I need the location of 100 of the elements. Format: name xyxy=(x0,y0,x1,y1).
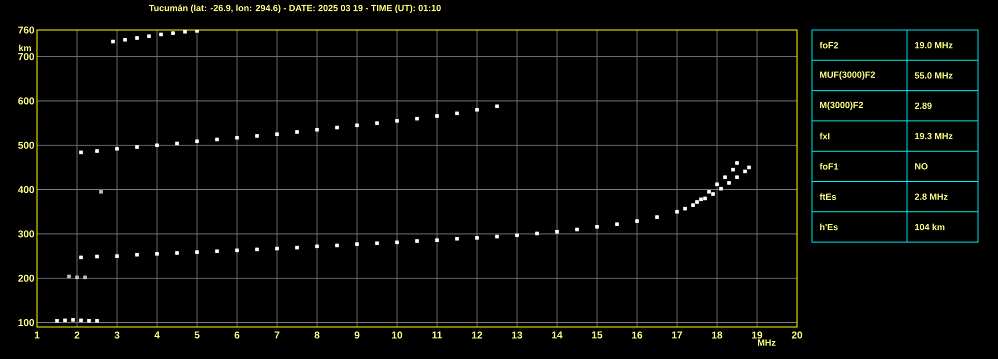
y-tick-label: 600 xyxy=(18,97,34,104)
y-tick-label: 200 xyxy=(18,274,34,282)
point xyxy=(375,121,379,125)
point xyxy=(691,203,695,207)
text: 104 km xyxy=(915,224,944,230)
point xyxy=(195,250,199,254)
y-tick-label: 700 xyxy=(18,53,34,60)
x-tick-label: 13 xyxy=(512,332,522,339)
x-tick-label: 20 xyxy=(792,332,802,339)
point xyxy=(79,150,83,154)
point xyxy=(183,30,187,34)
point xyxy=(235,248,239,252)
point xyxy=(87,318,91,323)
x-tick-label: 12 xyxy=(472,332,482,338)
x-tick-label: 17 xyxy=(672,332,682,338)
point xyxy=(195,139,199,144)
point xyxy=(63,318,67,322)
point xyxy=(135,36,139,40)
point xyxy=(455,236,459,241)
point xyxy=(255,134,259,138)
point xyxy=(99,190,103,194)
x-tick-label: 3 xyxy=(114,332,120,339)
x-axis-title: MHz xyxy=(758,340,776,346)
point xyxy=(535,232,539,236)
point xyxy=(495,104,499,108)
x-tick-label: 9 xyxy=(354,332,360,339)
text: h'Es xyxy=(820,224,838,230)
x-tick-label: 18 xyxy=(712,332,722,339)
point xyxy=(455,112,459,116)
point xyxy=(235,136,239,140)
point xyxy=(79,318,83,322)
text: ftEs xyxy=(820,193,836,200)
point xyxy=(711,192,715,196)
point xyxy=(735,175,739,179)
y-tick-label: 760 xyxy=(18,26,34,34)
point xyxy=(195,30,199,33)
text: 19.0 MHz xyxy=(915,42,953,48)
point xyxy=(595,225,599,229)
point xyxy=(115,147,119,151)
text: foF2 xyxy=(820,42,838,48)
point xyxy=(655,215,659,219)
point xyxy=(707,190,711,194)
chart-title: Tucumán (lat: -26.9, lon: 294.6) - DATE: 2025 03 19 - TIME (UT): 01:10 xyxy=(148,4,441,13)
point xyxy=(715,182,719,186)
point xyxy=(175,251,179,255)
point xyxy=(123,38,127,42)
text: 19.3 MHz xyxy=(915,132,953,140)
point xyxy=(615,222,619,226)
text: foF1 xyxy=(820,163,838,170)
text: 55.0 MHz xyxy=(914,72,953,79)
point xyxy=(375,241,379,246)
y-axis-title: km xyxy=(19,44,31,52)
point xyxy=(723,175,727,179)
point xyxy=(295,246,299,250)
x-tick-label: 14 xyxy=(552,332,562,338)
point xyxy=(395,119,399,123)
x-tick-label: 2 xyxy=(74,332,80,338)
y-tick-label: 500 xyxy=(18,142,34,149)
point xyxy=(575,228,579,232)
point xyxy=(747,166,751,170)
point xyxy=(743,170,747,174)
point xyxy=(155,252,159,256)
x-tick-label: 6 xyxy=(234,332,240,339)
point xyxy=(735,161,739,165)
point xyxy=(719,186,723,190)
point xyxy=(335,126,339,130)
x-tick-label: 16 xyxy=(632,332,642,339)
point xyxy=(275,132,279,136)
x-tick-label: 8 xyxy=(314,332,320,339)
point xyxy=(159,32,163,36)
point xyxy=(95,318,99,323)
point xyxy=(415,116,419,120)
point xyxy=(275,246,279,250)
point xyxy=(475,108,479,112)
point xyxy=(355,242,359,246)
point xyxy=(695,200,699,204)
point xyxy=(255,248,259,252)
y-tick-label: 100 xyxy=(18,319,34,326)
point xyxy=(95,254,99,258)
point xyxy=(55,318,59,323)
point xyxy=(415,239,419,243)
text: 2.8 MHz xyxy=(914,193,948,200)
point xyxy=(71,318,75,322)
point xyxy=(95,149,99,153)
x-tick-label: 5 xyxy=(194,332,200,338)
point xyxy=(731,168,735,172)
point xyxy=(727,181,731,185)
point xyxy=(155,143,159,148)
point xyxy=(495,234,499,238)
point xyxy=(315,244,319,248)
point xyxy=(75,276,79,280)
point xyxy=(475,236,479,240)
x-tick-label: 4 xyxy=(154,332,160,338)
text: M(3000)F2 xyxy=(820,102,864,110)
point xyxy=(315,128,319,132)
point xyxy=(111,40,115,44)
x-tick-label: 11 xyxy=(432,332,442,338)
y-tick-label: 300 xyxy=(18,230,34,238)
y-tick-label: 400 xyxy=(18,186,34,194)
point xyxy=(395,240,399,244)
